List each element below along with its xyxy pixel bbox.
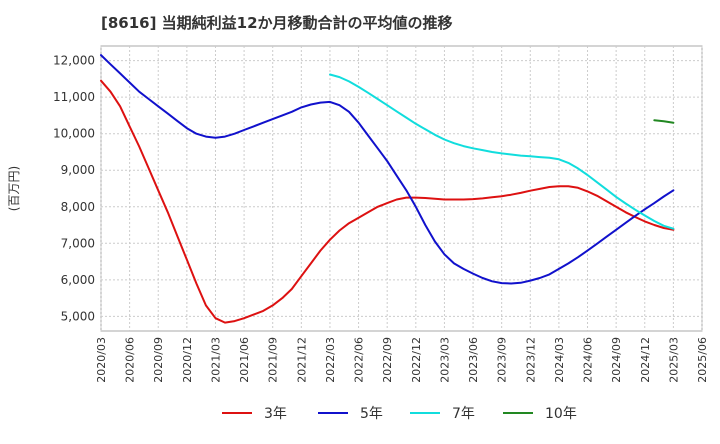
grid-layer: [100, 45, 703, 332]
y-tick-label: 7,000: [61, 236, 95, 250]
x-tick-label: 2024/03: [553, 337, 566, 383]
series-layer: [100, 54, 675, 324]
x-tick-label: 2022/09: [381, 337, 394, 383]
y-tick-label: 10,000: [53, 127, 95, 141]
x-tick-label: 2023/09: [496, 337, 509, 383]
y-tick-label: 5,000: [61, 309, 95, 323]
y-tick-label: 9,000: [61, 163, 95, 177]
legend: 3年 5年 7年 10年: [222, 406, 577, 422]
plot-area: [100, 45, 703, 332]
x-tick-label: 2022/03: [324, 337, 337, 383]
x-tick-label: 2024/12: [639, 337, 652, 383]
series-line-10年: [653, 119, 675, 124]
x-tick-label: 2021/12: [295, 337, 308, 383]
x-tick-label: 2023/12: [524, 337, 537, 383]
legend-label-3年: 3年: [264, 406, 287, 422]
series-line-7年: [329, 73, 675, 230]
x-tick-label: 2021/09: [267, 337, 280, 383]
chart-title: [8616] 当期純利益12か月移動合計の平均値の推移: [101, 14, 453, 32]
legend-label-5年: 5年: [360, 406, 383, 422]
y-axis-label: (百万円): [7, 166, 21, 211]
y-tick-label: 6,000: [61, 273, 95, 287]
x-tick-label: 2020/12: [181, 337, 194, 383]
y-tick-label: 12,000: [53, 54, 95, 68]
legend-label-10年: 10年: [545, 406, 577, 422]
y-tick-label: 8,000: [61, 200, 95, 214]
x-tick-label: 2024/06: [582, 337, 595, 383]
y-tick-label: 11,000: [53, 90, 95, 104]
x-tick-label: 2023/06: [467, 337, 480, 383]
series-line-5年: [100, 54, 675, 285]
x-tick-label: 2024/09: [610, 337, 623, 383]
x-tick-label: 2022/06: [353, 337, 366, 383]
x-tick-label: 2020/03: [95, 337, 108, 383]
x-tick-label: 2020/09: [152, 337, 165, 383]
axis-layer: 2020/03 2020/06 2020/09 2020/12 2021/03 2021/…: [7, 54, 709, 383]
x-tick-label: 2023/03: [438, 337, 451, 383]
legend-label-7年: 7年: [452, 406, 475, 422]
x-tick-label: 2021/06: [238, 337, 251, 383]
x-tick-label: 2021/03: [209, 337, 222, 383]
x-tick-label: 2020/06: [124, 337, 137, 383]
x-tick-label: 2025/06: [696, 337, 709, 383]
series-line-3年: [100, 79, 675, 324]
x-tick-label: 2025/03: [667, 337, 680, 383]
x-tick-label: 2022/12: [410, 337, 423, 383]
